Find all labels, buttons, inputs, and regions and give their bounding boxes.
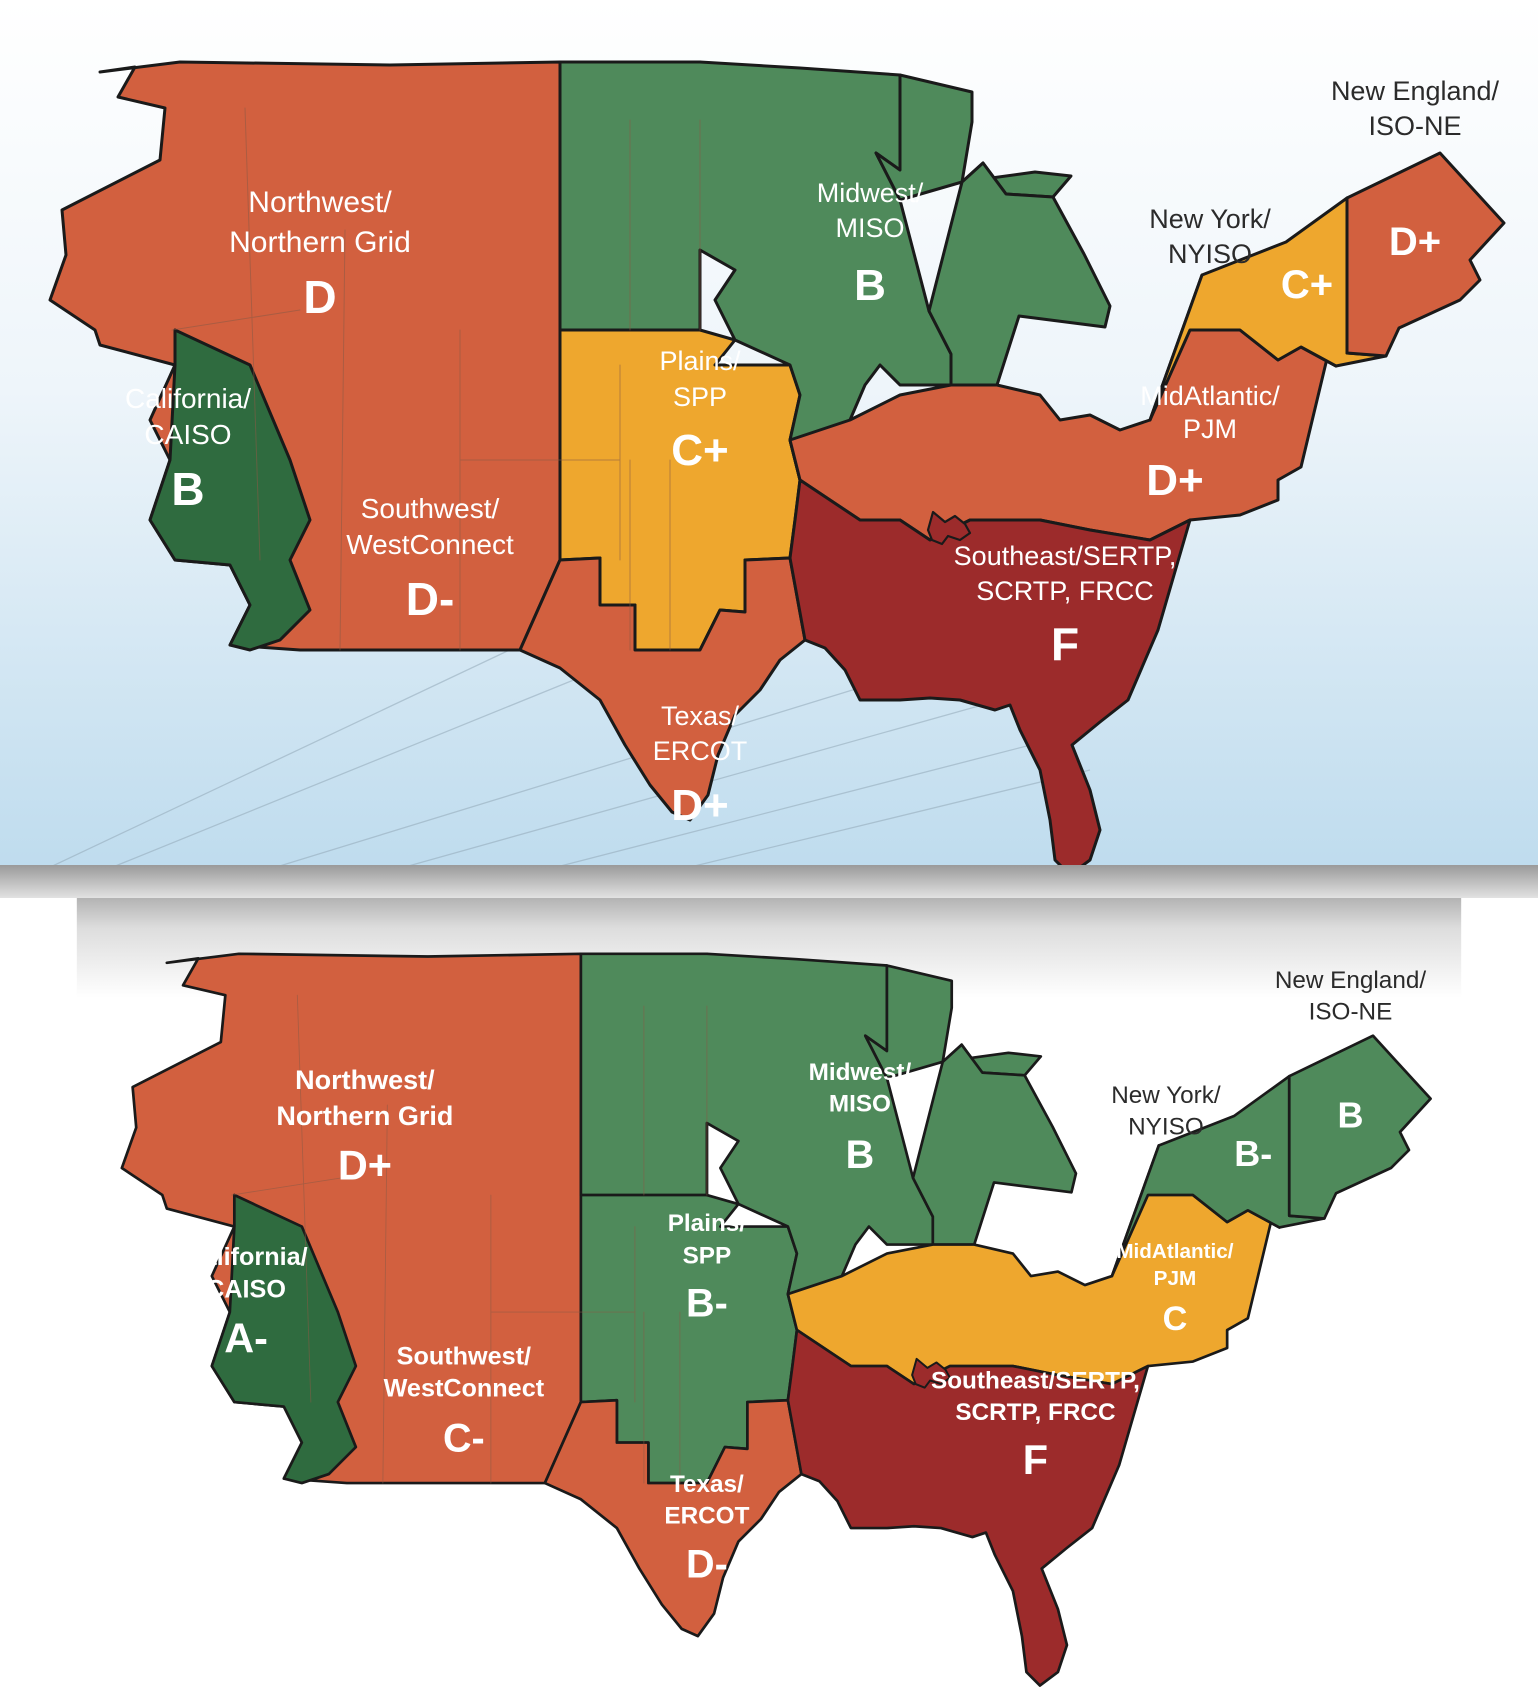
svg-text:New England/: New England/ xyxy=(1331,76,1500,106)
svg-text:B: B xyxy=(1337,1095,1363,1136)
svg-text:SCRTP, FRCC: SCRTP, FRCC xyxy=(976,576,1154,606)
svg-text:D-: D- xyxy=(406,573,455,625)
svg-text:Midwest/: Midwest/ xyxy=(809,1059,912,1086)
svg-text:Southeast/SERTP,: Southeast/SERTP, xyxy=(931,1368,1140,1395)
svg-text:B-: B- xyxy=(1234,1133,1272,1174)
svg-text:C+: C+ xyxy=(671,426,728,475)
svg-text:ISO-NE: ISO-NE xyxy=(1309,999,1393,1026)
svg-text:B: B xyxy=(846,1133,875,1177)
svg-text:MISO: MISO xyxy=(835,213,904,243)
svg-text:Texas/: Texas/ xyxy=(670,1471,744,1498)
svg-text:Texas/: Texas/ xyxy=(661,701,740,731)
svg-text:ERCOT: ERCOT xyxy=(664,1503,749,1530)
svg-text:D+: D+ xyxy=(671,781,728,830)
svg-text:WestConnect: WestConnect xyxy=(384,1375,545,1403)
svg-text:Plains/: Plains/ xyxy=(659,346,741,376)
svg-text:B: B xyxy=(854,261,886,310)
svg-text:Southeast/SERTP,: Southeast/SERTP, xyxy=(954,541,1177,571)
svg-text:D+: D+ xyxy=(1146,456,1203,505)
svg-text:A-: A- xyxy=(224,1316,268,1362)
svg-text:SCRTP, FRCC: SCRTP, FRCC xyxy=(955,1399,1115,1426)
svg-text:CAISO: CAISO xyxy=(206,1276,286,1304)
svg-text:D-: D- xyxy=(686,1543,728,1587)
svg-text:NYISO: NYISO xyxy=(1168,239,1252,269)
svg-text:C+: C+ xyxy=(1281,263,1333,307)
svg-text:ERCOT: ERCOT xyxy=(653,736,748,766)
svg-text:NYISO: NYISO xyxy=(1128,1114,1204,1141)
svg-text:CAISO: CAISO xyxy=(144,419,231,450)
svg-text:F: F xyxy=(1023,1437,1048,1483)
svg-text:New England/: New England/ xyxy=(1275,967,1427,994)
svg-text:MidAtlantic/: MidAtlantic/ xyxy=(1116,1240,1233,1263)
svg-text:New York/: New York/ xyxy=(1149,204,1271,234)
svg-text:B: B xyxy=(171,463,204,515)
svg-text:California/: California/ xyxy=(184,1243,307,1271)
svg-text:Northern Grid: Northern Grid xyxy=(276,1101,453,1131)
svg-text:California/: California/ xyxy=(125,383,251,414)
svg-text:Northern Grid: Northern Grid xyxy=(229,226,411,259)
svg-text:PJM: PJM xyxy=(1183,414,1237,444)
svg-text:MidAtlantic/: MidAtlantic/ xyxy=(1140,381,1280,411)
svg-text:ISO-NE: ISO-NE xyxy=(1368,111,1461,141)
svg-text:Northwest/: Northwest/ xyxy=(295,1065,435,1095)
svg-text:New York/: New York/ xyxy=(1111,1082,1221,1109)
svg-text:C: C xyxy=(1163,1300,1188,1338)
svg-text:WestConnect: WestConnect xyxy=(346,529,514,560)
svg-text:D: D xyxy=(303,271,336,323)
svg-text:D+: D+ xyxy=(1389,220,1441,264)
svg-text:D+: D+ xyxy=(338,1143,392,1189)
svg-text:Midwest/: Midwest/ xyxy=(817,178,924,208)
svg-text:Northwest/: Northwest/ xyxy=(248,186,392,219)
svg-text:Southwest/: Southwest/ xyxy=(397,1342,531,1370)
svg-text:SPP: SPP xyxy=(683,1242,732,1269)
svg-text:MISO: MISO xyxy=(829,1090,891,1117)
svg-text:B-: B- xyxy=(686,1282,728,1326)
svg-text:C-: C- xyxy=(443,1417,485,1461)
svg-text:SPP: SPP xyxy=(673,382,727,412)
svg-text:F: F xyxy=(1051,618,1079,670)
svg-text:PJM: PJM xyxy=(1154,1267,1197,1290)
svg-text:Plains/: Plains/ xyxy=(668,1210,747,1237)
svg-text:Southwest/: Southwest/ xyxy=(361,493,500,524)
